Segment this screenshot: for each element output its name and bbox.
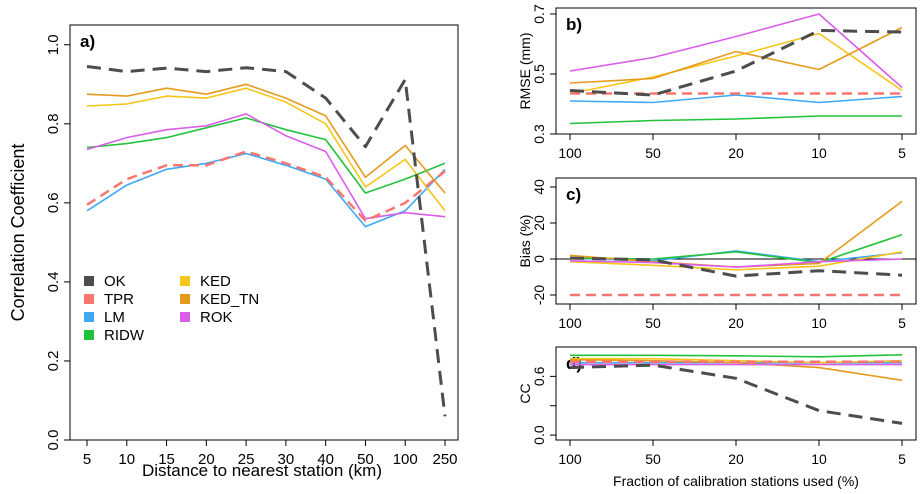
x-tick-label: 25 — [238, 451, 255, 468]
series-line-ridw — [569, 115, 902, 125]
y-tick-label: 20 — [531, 215, 547, 231]
x-tick-label: 100 — [558, 315, 582, 331]
panel-label: b) — [566, 15, 582, 34]
x-tick-label: 10 — [811, 145, 827, 161]
y-tick-label: 0.7 — [531, 4, 547, 24]
y-axis-label: Bias (%) — [517, 215, 533, 268]
series-line-ked-tn — [569, 200, 903, 268]
x-tick-label: 100 — [558, 145, 582, 161]
legend-swatch-ked — [180, 276, 190, 286]
x-tick-label: 10 — [811, 451, 827, 467]
x-tick-label: 250 — [432, 451, 457, 468]
series-line-ridw — [86, 117, 446, 194]
plot-frame — [555, 177, 917, 305]
legend-swatch-rok — [180, 312, 190, 322]
legend-label: TPR — [104, 291, 134, 308]
x-tick-label: 30 — [278, 451, 295, 468]
series-line-ked-tn — [569, 26, 903, 84]
legend-label: KED — [200, 273, 231, 290]
y-tick-label: 0.6 — [531, 366, 547, 386]
series-line-ked-tn — [86, 83, 446, 194]
x-tick-label: 5 — [83, 451, 91, 468]
y-tick-label: 40 — [531, 179, 547, 195]
series-line-ked — [86, 87, 446, 212]
y-axis-label: CC — [517, 383, 533, 403]
y-tick-label: 0.0 — [531, 425, 547, 445]
x-tick-label: 20 — [728, 145, 744, 161]
x-tick-label: 100 — [393, 451, 418, 468]
panel-b: b) 100 50 20 10 5 0.3 0.5 0.7 RMSE (mm) — [517, 4, 917, 161]
x-axis-label: Distance to nearest station (km) — [142, 461, 382, 480]
series-line-ked — [569, 32, 903, 95]
series-line-rok — [569, 13, 903, 89]
x-tick-label: 5 — [898, 451, 906, 467]
panel-label: c) — [566, 185, 581, 204]
x-tick-label: 10 — [118, 451, 135, 468]
series-line-lm — [86, 152, 446, 228]
legend-swatch-lm — [84, 312, 94, 322]
series-line-ridw — [570, 354, 903, 358]
y-tick-label: 0.6 — [45, 192, 62, 213]
legend-swatch-ok — [84, 276, 94, 286]
panel-label: a) — [80, 32, 95, 51]
x-tick-label: 5 — [898, 315, 906, 331]
series-line-ok — [569, 363, 903, 425]
legend-swatch-ked-tn — [180, 294, 190, 304]
x-tick-label: 50 — [645, 315, 661, 331]
series-line-ok — [86, 65, 447, 417]
x-tick-label: 40 — [317, 451, 334, 468]
x-tick-label: 50 — [645, 451, 661, 467]
series-line-ok — [569, 29, 903, 97]
y-tick-label: 0.8 — [45, 113, 62, 134]
x-tick-label: 100 — [558, 451, 582, 467]
x-tick-label: 10 — [811, 315, 827, 331]
legend-label: OK — [104, 273, 126, 290]
legend-label: LM — [104, 309, 125, 326]
y-tick-label: 0.2 — [45, 351, 62, 372]
plot-frame — [69, 24, 459, 441]
panel-c: c) 100 50 20 10 5 -20 0 20 40 Bias (%) — [517, 177, 917, 331]
x-tick-label: 50 — [645, 145, 661, 161]
x-axis-label: Fraction of calibration stations used (%… — [613, 473, 859, 489]
plot-frame — [555, 7, 917, 135]
y-tick-label: 0.3 — [531, 124, 547, 144]
x-tick-label: 20 — [198, 451, 215, 468]
y-tick-label: 0 — [531, 255, 547, 263]
series-line-rok — [569, 258, 903, 268]
legend-swatch-tpr — [84, 294, 94, 304]
series-line-ok — [569, 256, 903, 278]
y-axis-label: Correlation Coefficient — [8, 144, 28, 322]
x-tick-label: 5 — [898, 145, 906, 161]
legend-label: KED_TN — [200, 291, 259, 308]
series-line-rok — [86, 113, 446, 220]
y-tick-label: 0.5 — [531, 64, 547, 84]
legend-label: RIDW — [104, 327, 145, 344]
legend-swatch-ridw — [84, 330, 94, 340]
legend-label: ROK — [200, 309, 233, 326]
y-tick-label: 1.0 — [45, 34, 62, 55]
y-tick-label: 0.4 — [45, 271, 62, 292]
y-tick-label: 0.0 — [45, 430, 62, 451]
x-tick-label: 15 — [158, 451, 175, 468]
series-line-tpr — [86, 150, 446, 222]
x-tick-label: 20 — [728, 451, 744, 467]
y-axis-label: RMSE (mm) — [517, 33, 533, 110]
series-line-lm — [569, 94, 903, 104]
y-tick-label: -20 — [531, 285, 547, 305]
x-tick-label: 20 — [728, 315, 744, 331]
panel-a: a) 5 10 15 20 25 30 40 50 100 250 0.0 0.2 0.4 0.6 0.8 1.… — [8, 24, 459, 480]
x-tick-label: 50 — [357, 451, 374, 468]
